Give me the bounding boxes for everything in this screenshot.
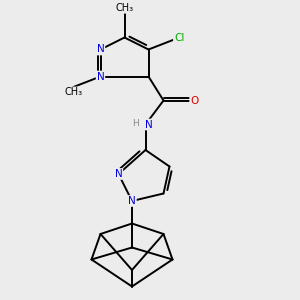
Text: N: N	[97, 71, 104, 82]
Text: N: N	[128, 196, 136, 206]
Text: CH₃: CH₃	[116, 3, 134, 13]
Text: N: N	[97, 44, 104, 55]
Text: CH₃: CH₃	[64, 87, 82, 98]
Text: H: H	[133, 119, 139, 128]
Text: N: N	[145, 119, 152, 130]
Text: N: N	[115, 169, 122, 179]
Text: Cl: Cl	[174, 33, 184, 43]
Text: O: O	[190, 95, 199, 106]
